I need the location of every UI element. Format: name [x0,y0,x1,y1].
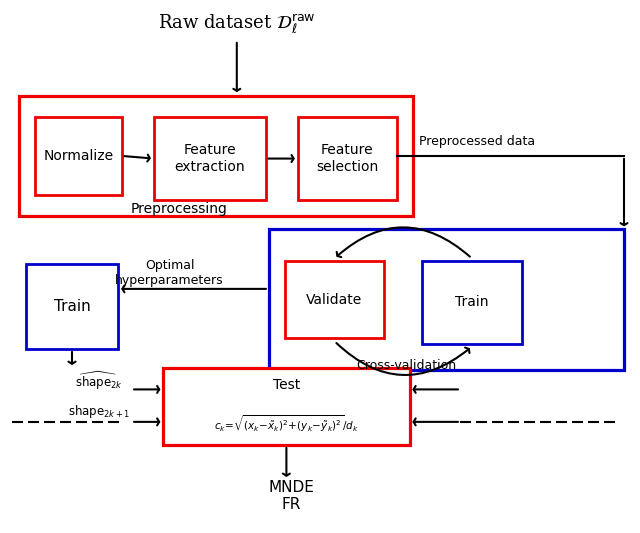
Bar [298,117,397,200]
Text: Optimal
hyperparameters: Optimal hyperparameters [115,259,224,287]
Bar [285,261,384,338]
Text: Test: Test [273,378,300,392]
Text: $c_k\!=\!\sqrt{(x_k\!-\!\tilde{x}_k)^2\!+\!(y_k\!-\!\tilde{y}_k)^2}/d_k$: $c_k\!=\!\sqrt{(x_k\!-\!\tilde{x}_k)^2\!… [214,413,358,433]
Text: Train: Train [54,299,90,314]
Bar [35,117,122,195]
Bar [163,368,410,445]
Text: MNDE: MNDE [268,480,314,495]
Bar [269,229,624,370]
Text: Feature
extraction: Feature extraction [174,143,245,174]
Text: Cross-validation: Cross-validation [356,359,456,372]
Text: Train: Train [455,295,489,310]
Text: FR: FR [282,497,301,512]
Bar [26,264,118,349]
Text: Feature
selection: Feature selection [316,143,378,174]
Text: $\mathrm{shape}_{2k+1}$: $\mathrm{shape}_{2k+1}$ [68,403,131,420]
Bar [19,96,413,216]
Text: Preprocessed data: Preprocessed data [419,135,535,148]
Text: Normalize: Normalize [44,149,113,163]
Text: Raw dataset $\mathcal{D}_{\ell}^{\mathrm{raw}}$: Raw dataset $\mathcal{D}_{\ell}^{\mathrm… [158,12,316,36]
Bar [154,117,266,200]
Text: Validate: Validate [307,293,362,307]
Text: $\widehat{\mathrm{shape}}_{2k}$: $\widehat{\mathrm{shape}}_{2k}$ [76,370,123,392]
Text: Preprocessing: Preprocessing [131,203,228,216]
Bar [422,261,522,344]
